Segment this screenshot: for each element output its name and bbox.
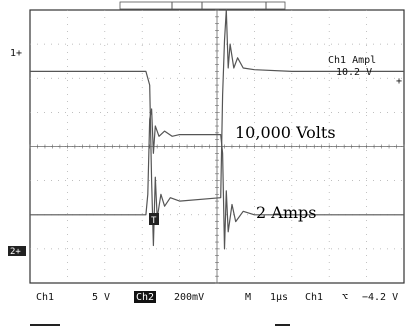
svg-text:2+: 2+ xyxy=(10,247,21,257)
trace-ch2 xyxy=(30,108,404,250)
ch1-annotation: 10,000 Volts xyxy=(235,123,336,142)
readout-bar: Ch1 5 V Ch2 200mV M 1µs Ch1 ⌥ −4.2 V xyxy=(36,291,398,303)
measurement-value: 10.2 V xyxy=(336,67,372,78)
measurement-title: Ch1 Ampl xyxy=(328,55,376,66)
trigger-slope-icon: ⌥ xyxy=(342,292,348,303)
graticule xyxy=(29,9,405,284)
trigger-level: −4.2 V xyxy=(362,292,398,303)
ch2-annotation: 2 Amps xyxy=(256,203,316,222)
ch1-scale: 5 V xyxy=(92,292,110,303)
timebase: 1µs xyxy=(270,292,288,303)
ch2-scale: 200mV xyxy=(174,292,204,303)
ch1-label: Ch1 xyxy=(36,292,54,303)
trace-ch1 xyxy=(30,9,404,247)
svg-text:T: T xyxy=(151,216,157,226)
trigger-source: Ch1 xyxy=(305,292,323,303)
traces xyxy=(30,9,404,250)
m-label: M xyxy=(245,292,251,303)
top-ruler xyxy=(119,1,286,10)
trigger-marker: T xyxy=(149,213,159,226)
ch2-label: Ch2 xyxy=(136,292,154,303)
plus-marker: + xyxy=(396,76,402,87)
ch1-ground-marker: 1+ xyxy=(10,48,22,59)
ch2-ground-marker: 2+ xyxy=(8,246,26,257)
